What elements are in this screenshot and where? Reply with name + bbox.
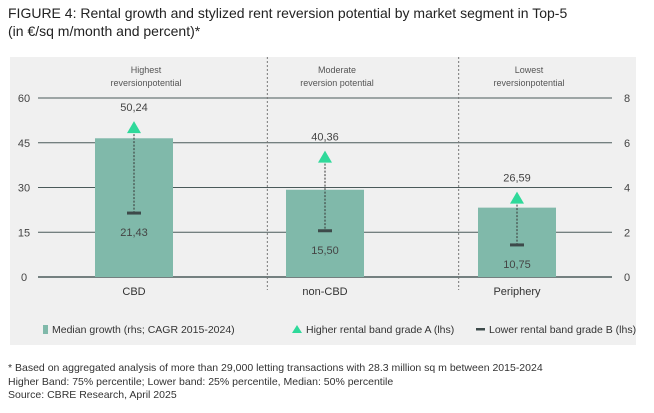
- right-tick-label: 6: [624, 138, 630, 150]
- category-label: CBD: [122, 286, 145, 298]
- footnote: Source: CBRE Research, April 2025: [8, 389, 177, 401]
- chart-title: FIGURE 4: Rental growth and stylized ren…: [8, 4, 567, 40]
- higher-band-label: 26,59: [503, 173, 531, 185]
- higher-band-marker: [510, 191, 524, 204]
- segment-label: reversionpotential: [493, 78, 564, 88]
- lower-band-marker: [510, 243, 524, 247]
- lower-band-label: 21,43: [120, 227, 148, 239]
- legend-dash-icon: [476, 328, 485, 331]
- higher-band-marker: [127, 121, 141, 134]
- category-label: Periphery: [493, 286, 541, 298]
- title-line-2: (in €/sq m/month and percent)*: [8, 23, 201, 39]
- footnote: Higher Band: 75% percentile; Lower band:…: [8, 375, 394, 388]
- segment-label: reversionpotential: [110, 78, 181, 88]
- legend-label: Lower rental band grade B (lhs): [489, 324, 636, 336]
- lower-band-marker: [127, 211, 141, 215]
- lower-band-marker: [318, 229, 332, 233]
- legend-triangle-icon: [292, 325, 302, 333]
- footnotes: * Based on aggregated analysis of more t…: [8, 362, 543, 403]
- bar-median-growth: [286, 189, 364, 277]
- lower-band-label: 15,50: [311, 245, 339, 257]
- right-tick-label: 0: [624, 272, 630, 284]
- legend-bar-swatch: [43, 325, 48, 334]
- legend-label: Higher rental band grade A (lhs): [306, 324, 454, 336]
- segment-label: Lowest: [515, 65, 544, 75]
- segment-label: Highest: [131, 65, 162, 75]
- higher-band-label: 50,24: [120, 102, 148, 114]
- category-label: non-CBD: [302, 286, 347, 298]
- segment-label: Moderate: [318, 65, 356, 75]
- legend-label: Median growth (rhs; CAGR 2015-2024): [52, 324, 235, 336]
- higher-band-marker: [318, 150, 332, 163]
- title-line-1: FIGURE 4: Rental growth and stylized ren…: [8, 5, 568, 21]
- left-tick-label: 60: [18, 93, 30, 105]
- left-tick-label: 45: [18, 138, 30, 150]
- right-tick-label: 2: [624, 227, 630, 239]
- lower-band-label: 10,75: [503, 259, 531, 271]
- left-tick-label: 0: [21, 272, 27, 284]
- segment-label: reversion potential: [300, 78, 374, 88]
- right-tick-label: 8: [624, 93, 630, 105]
- right-tick-label: 4: [624, 183, 630, 195]
- left-tick-label: 30: [18, 183, 30, 195]
- higher-band-label: 40,36: [311, 132, 339, 144]
- footnote: * Based on aggregated analysis of more t…: [8, 362, 543, 374]
- left-tick-label: 15: [18, 227, 30, 239]
